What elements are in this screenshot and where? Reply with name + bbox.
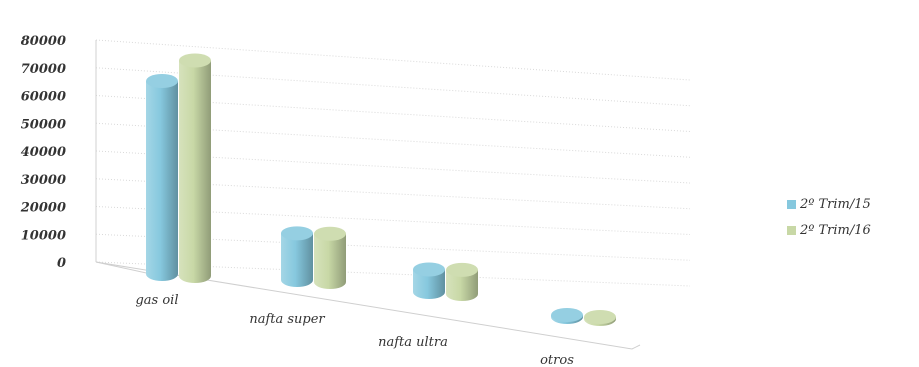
category-label: otros [540,353,574,367]
legend-swatch-series-2 [787,226,796,235]
category-label: gas oil [135,293,178,308]
y-tick-label: 40000 [21,145,66,160]
y-tick-label: 80000 [21,34,66,49]
bar [413,262,445,299]
y-tick-label: 60000 [21,90,66,105]
bar [551,308,583,324]
legend: 2º Trim/15 2º Trim/16 [787,191,871,243]
bar [146,74,178,281]
y-tick-label: 10000 [21,228,66,243]
legend-swatch-series-1 [787,200,796,209]
bars [146,53,616,326]
bar [584,310,616,326]
bar [446,263,478,301]
bar [281,226,313,287]
y-tick-label: 70000 [21,62,66,77]
category-label: nafta super [249,312,325,327]
bar [179,53,211,283]
category-label: nafta ultra [378,335,448,350]
bar [314,227,346,289]
y-tick-label: 30000 [21,173,66,188]
y-tick-label: 0 [57,256,66,271]
legend-label-series-1: 2º Trim/15 [800,197,871,212]
legend-item-series-2: 2º Trim/16 [787,217,871,243]
legend-item-series-1: 2º Trim/15 [787,191,871,217]
y-axis-ticks: 0 10000 20000 30000 40000 50000 60000 70000 8000… [20,34,66,271]
legend-label-series-2: 2º Trim/16 [800,223,871,238]
y-tick-label: 50000 [21,117,66,132]
y-tick-label: 20000 [20,201,66,216]
